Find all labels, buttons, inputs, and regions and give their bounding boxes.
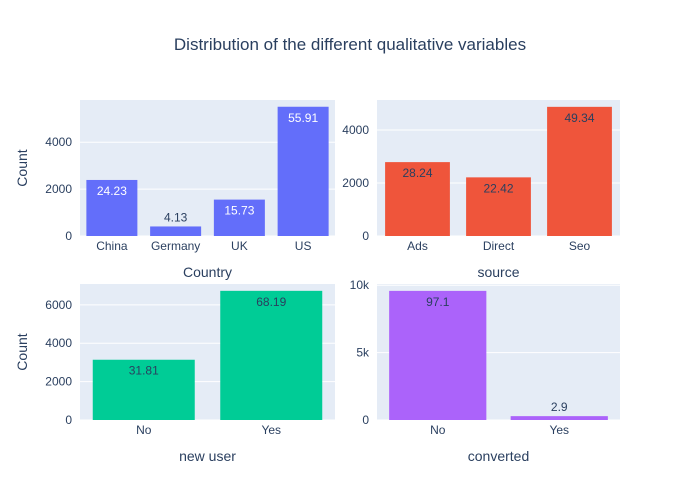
y-tick-label: 0 xyxy=(362,413,369,427)
y-axis-title: Count xyxy=(14,149,30,186)
y-tick-label: 0 xyxy=(65,413,72,427)
y-tick-label: 2000 xyxy=(45,182,72,196)
bar xyxy=(150,226,202,236)
bar-value-label: 68.19 xyxy=(256,295,286,309)
bar xyxy=(547,106,612,236)
bar xyxy=(385,162,450,236)
bar xyxy=(510,416,608,420)
bar-value-label: 24.23 xyxy=(97,184,127,198)
y-axis-title: Count xyxy=(14,333,30,370)
x-tick-label: Yes xyxy=(549,423,569,437)
y-tick-label: 2000 xyxy=(45,375,72,389)
bar-value-label: 2.9 xyxy=(551,400,568,414)
bar xyxy=(220,290,323,420)
bar xyxy=(466,177,531,236)
subplot-1: 0 2000 4000 24.23 China 4.13 Germany 15.73 UK 55.… xyxy=(14,100,335,280)
bar-value-label: 49.34 xyxy=(564,111,594,125)
x-tick-label: Yes xyxy=(261,423,281,437)
bar-value-label: 97.1 xyxy=(426,295,450,309)
y-tick-label: 0 xyxy=(65,229,72,243)
subplot-3: 0 2000 4000 6000 31.81 No 68.19 Yes new user Coun… xyxy=(14,284,335,464)
bar xyxy=(92,359,195,420)
bar xyxy=(277,106,329,236)
x-tick-label: Germany xyxy=(151,239,200,253)
y-tick-label: 2000 xyxy=(342,176,369,190)
y-tick-label: 4000 xyxy=(45,135,72,149)
x-axis-title: new user xyxy=(179,448,236,464)
bar xyxy=(86,179,138,236)
x-tick-label: No xyxy=(136,423,152,437)
x-axis-title: converted xyxy=(468,448,529,464)
bar-value-label: 28.24 xyxy=(402,166,432,180)
x-tick-label: US xyxy=(295,239,312,253)
subplot-4: 0 5k 10k 97.1 No 2.9 Yes converted xyxy=(350,278,620,464)
bar-value-label: 22.42 xyxy=(483,181,513,195)
bar-value-label: 55.91 xyxy=(288,111,318,125)
x-tick-label: No xyxy=(430,423,446,437)
bar-value-label: 15.73 xyxy=(224,204,254,218)
figure-title: Distribution of the different qualitativ… xyxy=(174,35,526,54)
subplots: 0 2000 4000 24.23 China 4.13 Germany 15.73 UK 55.… xyxy=(14,100,620,464)
subplot-2: 0 2000 4000 28.24 Ads 22.42 Direct 49.34 Seo sour… xyxy=(342,100,620,280)
y-tick-label: 5k xyxy=(356,346,370,360)
y-tick-label: 4000 xyxy=(45,336,72,350)
x-tick-label: UK xyxy=(231,239,248,253)
bar-value-label: 4.13 xyxy=(164,210,188,224)
bar xyxy=(389,290,487,420)
bar-value-label: 31.81 xyxy=(129,364,159,378)
x-tick-label: Seo xyxy=(569,239,591,253)
y-tick-label: 4000 xyxy=(342,123,369,137)
x-axis-title: Country xyxy=(183,264,232,280)
x-axis-title: source xyxy=(477,264,519,280)
x-tick-label: Ads xyxy=(407,239,428,253)
x-tick-label: Direct xyxy=(483,239,515,253)
y-tick-label: 0 xyxy=(362,229,369,243)
x-tick-label: China xyxy=(96,239,128,253)
bar xyxy=(213,199,265,236)
y-tick-label: 6000 xyxy=(45,298,72,312)
y-tick-label: 10k xyxy=(350,278,370,292)
